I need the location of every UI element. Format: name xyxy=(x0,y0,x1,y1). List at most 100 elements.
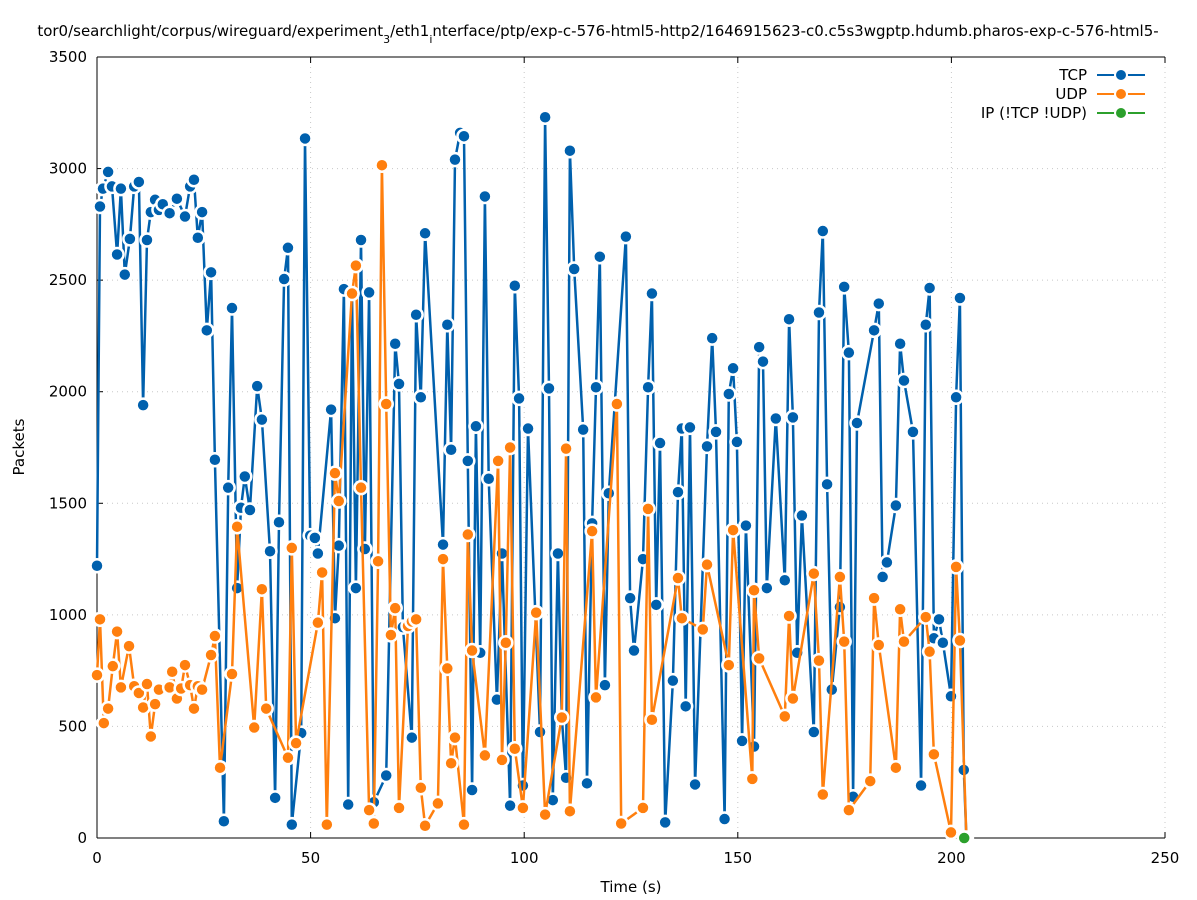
tcp-point xyxy=(670,484,686,500)
tcp-point xyxy=(597,677,613,693)
tcp-point xyxy=(819,476,835,493)
udp-point xyxy=(254,581,270,597)
tcp-point xyxy=(203,264,219,281)
tcp-point xyxy=(640,379,656,396)
tcp-point xyxy=(725,360,741,377)
tcp-point xyxy=(284,816,300,833)
tcp-point xyxy=(755,353,771,370)
udp-point xyxy=(562,803,578,819)
tcp-point xyxy=(948,389,964,406)
tcp-point xyxy=(323,401,339,418)
tcp-point xyxy=(387,335,403,352)
udp-point xyxy=(331,493,347,509)
udp-point xyxy=(635,800,651,816)
tcp-point xyxy=(135,397,151,413)
tcp-point xyxy=(417,225,433,242)
tcp-point xyxy=(443,441,459,458)
tcp-point xyxy=(652,435,668,451)
udp-point xyxy=(537,806,553,823)
tcp-point xyxy=(480,470,497,487)
tcp-point xyxy=(677,698,694,715)
udp-point xyxy=(105,658,121,674)
series-udp xyxy=(89,157,975,846)
tcp-point xyxy=(224,300,240,316)
udp-point xyxy=(926,746,942,763)
udp-point xyxy=(498,635,514,651)
udp-point xyxy=(203,647,219,663)
udp-point xyxy=(314,564,330,581)
tcp-point xyxy=(267,790,283,806)
tcp-point xyxy=(815,223,831,239)
tcp-point xyxy=(447,151,463,168)
udp-point xyxy=(721,657,737,673)
udp-point xyxy=(147,696,163,712)
udp-point xyxy=(502,439,518,456)
tcp-point xyxy=(618,228,634,245)
tcp-point xyxy=(832,599,848,615)
tcp-point xyxy=(849,415,865,431)
udp-point xyxy=(725,522,741,538)
tcp-point xyxy=(109,246,125,263)
udp-point xyxy=(744,771,761,787)
udp-point xyxy=(361,802,377,818)
tcp-point xyxy=(220,479,236,496)
udp-point xyxy=(866,590,882,606)
tcp-line xyxy=(95,115,968,839)
tcp-point xyxy=(186,171,202,188)
tcp-point xyxy=(340,796,356,813)
udp-point xyxy=(896,633,912,650)
legend-label-ip-tcp-udp: IP (!TCP !UDP) xyxy=(981,104,1087,122)
udp-point xyxy=(391,800,407,816)
tcp-point xyxy=(682,419,698,436)
tcp-point xyxy=(943,688,959,705)
tcp-point xyxy=(190,229,206,246)
y-tick-label: 2500 xyxy=(49,271,87,289)
udp-point xyxy=(258,700,274,717)
x-tick-label: 250 xyxy=(1151,849,1180,867)
udp-point xyxy=(640,501,656,517)
tcp-point xyxy=(952,290,968,306)
udp-point xyxy=(751,650,767,667)
tcp-point xyxy=(520,420,536,437)
tcp-point xyxy=(207,452,223,468)
udp-point xyxy=(948,559,964,575)
tcp-point xyxy=(408,306,424,323)
tcp-point xyxy=(892,335,908,352)
title-segment: nterface/ptp/exp-c-576-html5-http2/16469… xyxy=(432,22,1158,40)
tcp-point xyxy=(588,379,604,396)
udp-point xyxy=(366,815,382,832)
tcp-point xyxy=(777,572,793,589)
udp-point xyxy=(515,800,531,816)
udp-point xyxy=(588,689,604,706)
tcp-point xyxy=(921,280,938,296)
title-segment: tor0/searchlight/corpus/wireguard/experi… xyxy=(37,22,383,40)
title-subscript: i xyxy=(429,33,432,46)
udp-point xyxy=(121,638,137,654)
tcp-point xyxy=(665,672,681,689)
tcp-point xyxy=(532,724,548,740)
udp-point xyxy=(383,627,399,643)
udp-point xyxy=(670,570,686,586)
udp-point xyxy=(811,652,827,669)
tcp-point xyxy=(139,232,155,248)
axes: 0 50 100 150 200 2500500100015002000250030003… xyxy=(49,48,1180,867)
tcp-point xyxy=(357,541,373,557)
udp-point xyxy=(435,551,451,567)
tcp-point xyxy=(348,580,364,596)
udp-point xyxy=(439,660,456,677)
tcp-point xyxy=(905,424,921,440)
y-tick-label: 3500 xyxy=(49,48,87,66)
legend-label-tcp: TCP xyxy=(1058,66,1087,84)
tcp-point xyxy=(353,232,369,248)
title-segment: /eth1 xyxy=(390,22,429,40)
udp-point xyxy=(164,664,180,680)
legend-marker-ip-tcp-udp xyxy=(1114,106,1128,120)
tcp-point xyxy=(502,797,518,814)
udp-point xyxy=(871,637,887,653)
tcp-point xyxy=(751,339,767,355)
tcp-point xyxy=(644,285,660,302)
y-tick-label: 500 xyxy=(58,717,87,735)
tcp-point xyxy=(297,130,313,147)
grid xyxy=(97,56,1166,838)
tcp-point xyxy=(794,507,810,524)
